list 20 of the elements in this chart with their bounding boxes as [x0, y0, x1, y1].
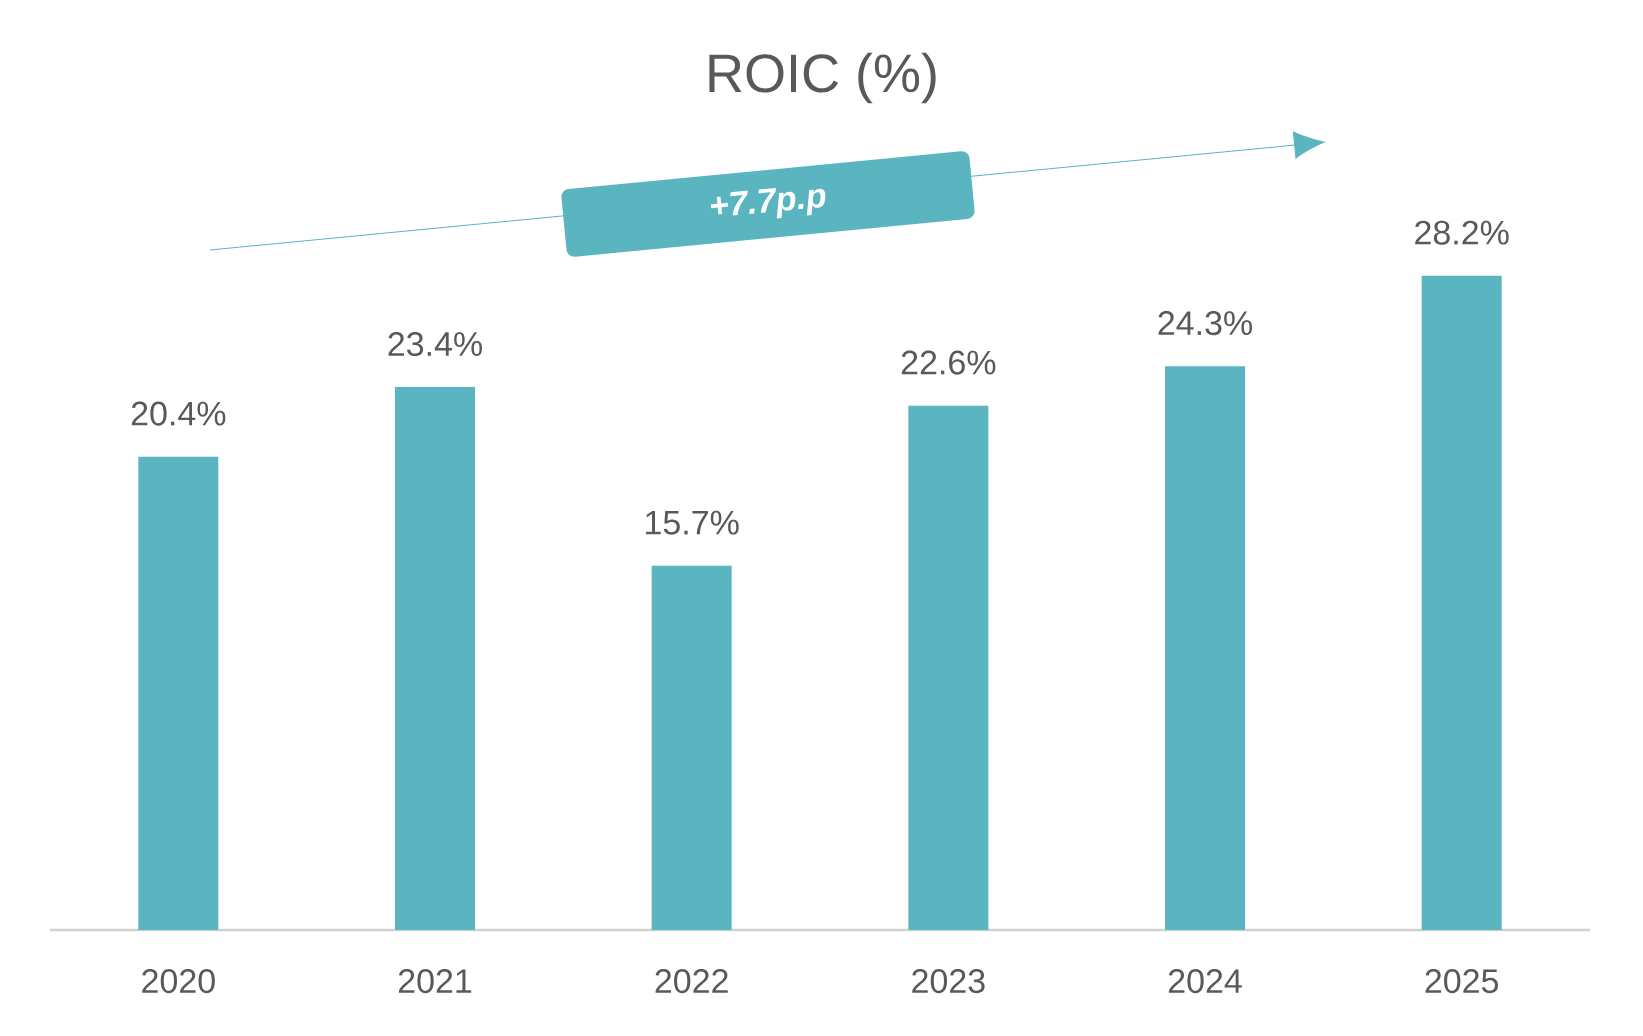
data-label: 15.7% [646, 510, 739, 535]
bar [1421, 275, 1502, 930]
bar [651, 565, 732, 930]
text: +7.7p.p [710, 187, 826, 219]
x-tick-label: 2021 [398, 969, 472, 994]
bar [395, 387, 475, 930]
x-tick-label: 2020 [142, 969, 215, 994]
x-tick-label: 2022 [655, 969, 728, 994]
bar [1165, 366, 1246, 930]
x-tick-label: 2023 [912, 969, 985, 994]
data-label: 22.6% [901, 350, 996, 375]
data-label: 28.2% [1415, 220, 1509, 245]
chart-title: ROIC (%) [709, 52, 936, 104]
x-tick-label: 2024 [1168, 969, 1242, 994]
bar [908, 405, 989, 930]
data-label: 20.4% [131, 401, 226, 426]
x-tick-label: 2025 [1425, 969, 1499, 994]
data-label: 24.3% [1158, 311, 1252, 336]
data-label: 23.4% [388, 331, 482, 357]
bar [138, 456, 219, 930]
